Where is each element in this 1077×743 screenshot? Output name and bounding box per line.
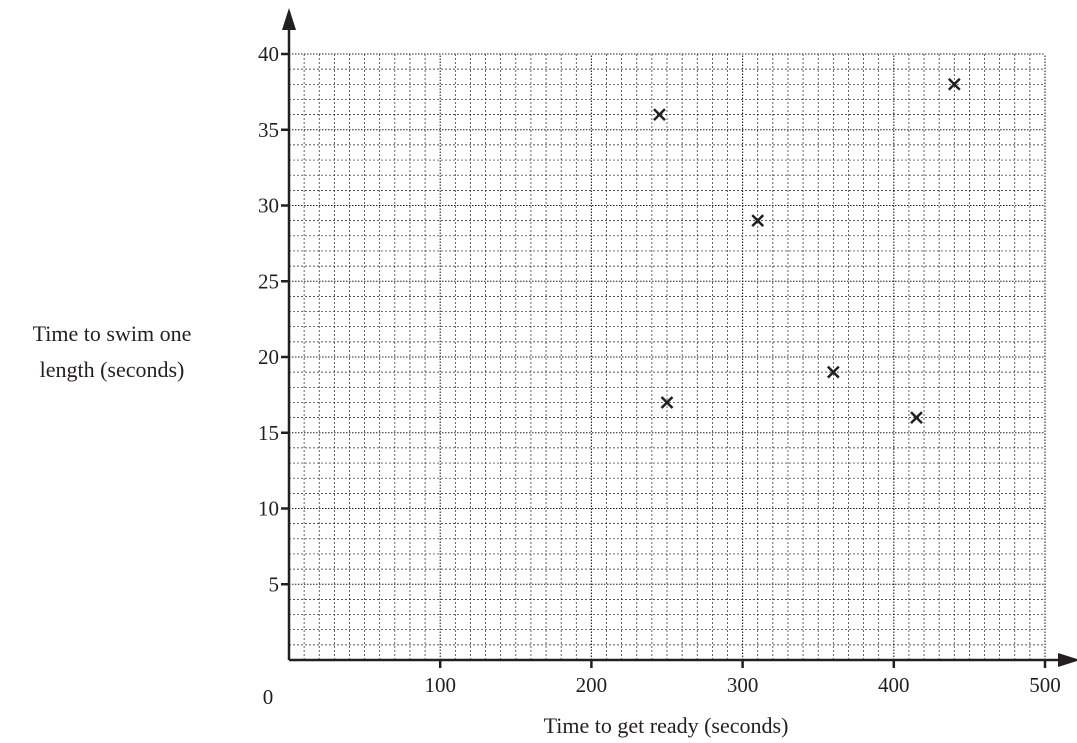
origin-label: 0 [263,685,274,709]
y-tick-label: 15 [258,421,279,445]
axes [282,8,1077,667]
y-tick-label: 20 [258,345,279,369]
y-tick-label: 10 [258,497,279,521]
y-tick-label: 40 [258,42,279,66]
data-point-marker [751,214,765,228]
y-axis-label-line-2: length (seconds) [40,357,185,382]
data-point-marker [660,396,674,409]
tick-labels: 0 100 200 300 400 500 5 10 15 20 25 30 35 40 [258,42,1061,709]
data-point-marker [947,77,961,91]
y-tick-label: 30 [258,194,279,218]
y-axis-arrow [282,8,296,30]
x-axis-arrow [1058,653,1077,667]
x-tick-label: 200 [576,673,608,697]
x-tick-label: 500 [1029,673,1061,697]
y-tick-label: 25 [258,269,279,293]
x-tick-label: 400 [878,673,910,697]
data-point-marker [910,411,923,424]
data-point-marker [826,365,840,379]
data-point-marker [653,108,666,121]
y-tick-label: 5 [269,572,280,596]
data-points [653,77,961,424]
y-tick-label: 35 [258,118,279,142]
grid [289,53,1046,660]
x-axis-label: Time to get ready (seconds) [544,713,789,738]
x-tick-label: 100 [424,673,456,697]
x-tick-label: 300 [727,673,759,697]
y-axis-label-line-1: Time to swim one [33,321,192,346]
